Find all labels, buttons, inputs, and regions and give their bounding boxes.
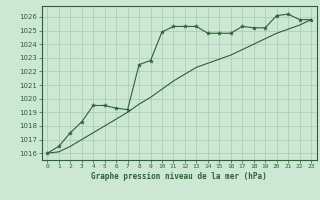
X-axis label: Graphe pression niveau de la mer (hPa): Graphe pression niveau de la mer (hPa) — [91, 172, 267, 181]
